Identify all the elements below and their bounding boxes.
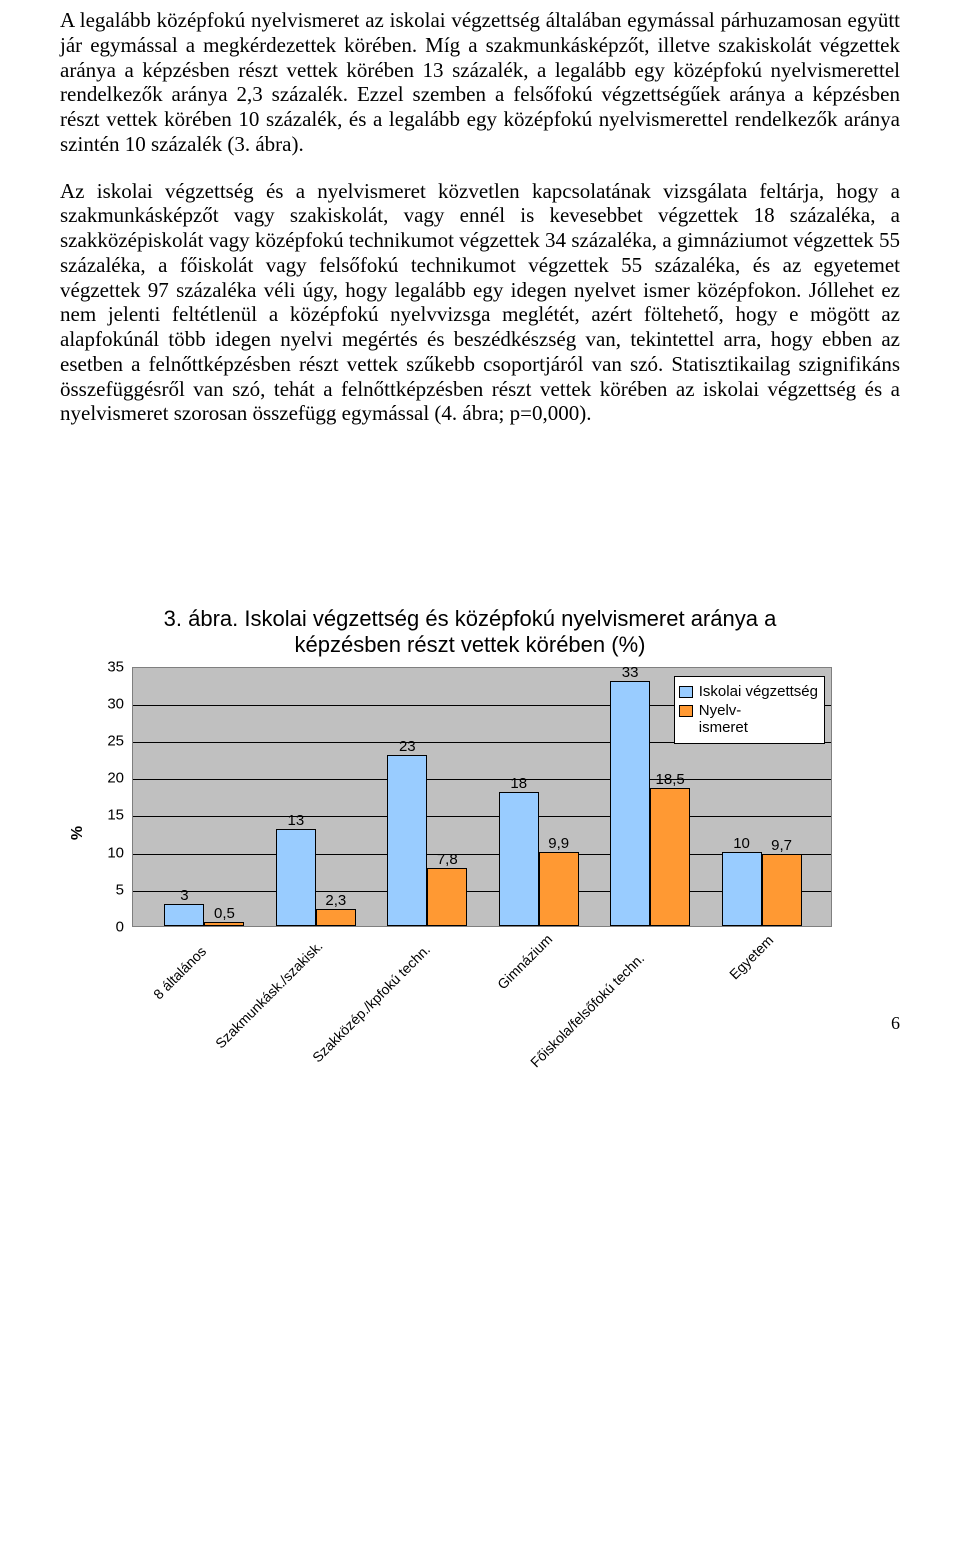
x-category-label: 8 általános — [150, 943, 209, 1002]
legend-swatch-1 — [679, 686, 693, 698]
bar-value-label: 10 — [723, 835, 761, 852]
body-paragraph-2: Az iskolai végzettség és a nyelvismeret … — [60, 179, 900, 427]
x-category-label: Főiskola/felsőfokú techn. — [527, 950, 647, 1070]
bar-value-label: 18,5 — [651, 771, 689, 788]
bar-value-label: 33 — [611, 664, 649, 681]
bar-value-label: 23 — [388, 738, 426, 755]
y-tick: 30 — [70, 695, 124, 712]
chart-title: 3. ábra. Iskolai végzettség és középfokú… — [70, 606, 870, 657]
y-tick: 10 — [70, 844, 124, 861]
y-tick: 20 — [70, 770, 124, 787]
y-tick: 35 — [70, 658, 124, 675]
y-axis: 05101520253035 — [70, 667, 128, 927]
x-axis-labels: 8 általánosSzakmunkásk./szakisk.Szakközé… — [132, 931, 832, 1021]
y-tick: 15 — [70, 807, 124, 824]
bar-value-label: 2,3 — [317, 892, 355, 909]
bar-series1: 23 — [387, 755, 427, 926]
x-category-label: Gimnázium — [494, 931, 555, 992]
bar-value-label: 0,5 — [205, 905, 243, 922]
bar-series2: 18,5 — [650, 788, 690, 925]
legend-item-1: Iskolai végzettség — [679, 683, 818, 700]
legend-swatch-2 — [679, 705, 693, 717]
bar-series2: 9,7 — [762, 854, 802, 926]
bar-series2: 9,9 — [539, 852, 579, 926]
bar-series1: 18 — [499, 792, 539, 926]
body-paragraph-1: A legalább középfokú nyelvismeret az isk… — [60, 8, 900, 157]
bar-series1: 33 — [610, 681, 650, 926]
bar-value-label: 18 — [500, 775, 538, 792]
plot-area: 30,5132,3237,8189,93318,5109,7 Iskolai v… — [132, 667, 832, 927]
bar-series1: 13 — [276, 829, 316, 926]
bar-value-label: 9,7 — [763, 837, 801, 854]
y-tick: 0 — [70, 918, 124, 935]
chart-container: 3. ábra. Iskolai végzettség és középfokú… — [70, 606, 870, 1003]
bar-value-label: 7,8 — [428, 851, 466, 868]
chart-box: % 05101520253035 30,5132,3237,8189,93318… — [70, 663, 870, 1003]
legend-item-2: Nyelv-ismeret — [679, 702, 818, 737]
bar-series2: 2,3 — [316, 909, 356, 926]
bar-series1: 3 — [164, 904, 204, 926]
x-category-label: Szakközép./kpfokú techn. — [309, 942, 433, 1066]
bar-value-label: 9,9 — [540, 835, 578, 852]
bar-value-label: 3 — [165, 887, 203, 904]
legend: Iskolai végzettség Nyelv-ismeret — [674, 676, 825, 744]
bar-series1: 10 — [722, 852, 762, 926]
page-number: 6 — [60, 1013, 900, 1034]
x-category-label: Egyetem — [726, 932, 776, 982]
legend-label-1: Iskolai végzettség — [699, 683, 818, 700]
bar-value-label: 13 — [277, 812, 315, 829]
bar-series2: 0,5 — [204, 922, 244, 926]
y-tick: 25 — [70, 733, 124, 750]
x-category-label: Szakmunkásk./szakisk. — [212, 937, 326, 1051]
y-tick: 5 — [70, 881, 124, 898]
legend-label-2: Nyelv-ismeret — [699, 702, 748, 737]
bar-series2: 7,8 — [427, 868, 467, 926]
